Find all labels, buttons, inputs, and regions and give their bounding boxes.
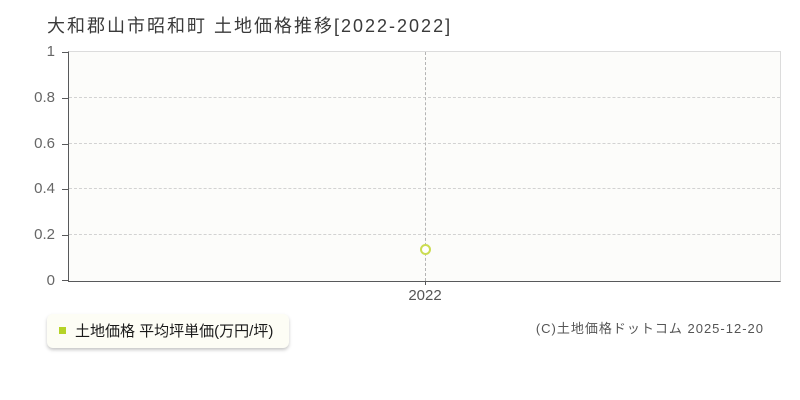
- horizontal-gridline: [69, 234, 780, 235]
- copyright-text: (C)土地価格ドットコム 2025-12-20: [535, 321, 764, 336]
- y-axis-tick: [62, 98, 68, 99]
- vertical-gridline: [425, 52, 426, 281]
- y-tick-label: 0: [46, 272, 55, 289]
- y-axis-tick: [62, 280, 68, 281]
- y-tick-label: 0.6: [34, 135, 55, 152]
- chart-title: 大和郡山市昭和町 土地価格推移[2022-2022]: [47, 16, 453, 36]
- y-axis-tick: [62, 52, 68, 53]
- horizontal-gridline: [69, 188, 780, 189]
- y-axis-tick: [62, 189, 68, 190]
- y-tick-label: 0.8: [34, 89, 55, 106]
- legend-marker-square: [59, 327, 66, 334]
- y-axis-tick: [62, 235, 68, 236]
- x-axis-tick: [425, 281, 426, 285]
- legend: 土地価格 平均坪単価(万円/坪): [47, 314, 290, 348]
- horizontal-gridline: [69, 97, 780, 98]
- y-tick-label: 0.4: [34, 180, 55, 197]
- legend-label: 土地価格 平均坪単価(万円/坪): [75, 323, 274, 340]
- y-axis-tick: [62, 144, 68, 145]
- x-tick-label: 2022: [408, 287, 442, 304]
- y-tick-label: 0.2: [34, 226, 55, 243]
- data-point-circle: [420, 244, 431, 255]
- plot-area: 0 0.2 0.4 0.6 0.8 1 2022: [34, 44, 781, 304]
- horizontal-gridline: [69, 143, 780, 144]
- y-tick-label: 1: [46, 43, 55, 60]
